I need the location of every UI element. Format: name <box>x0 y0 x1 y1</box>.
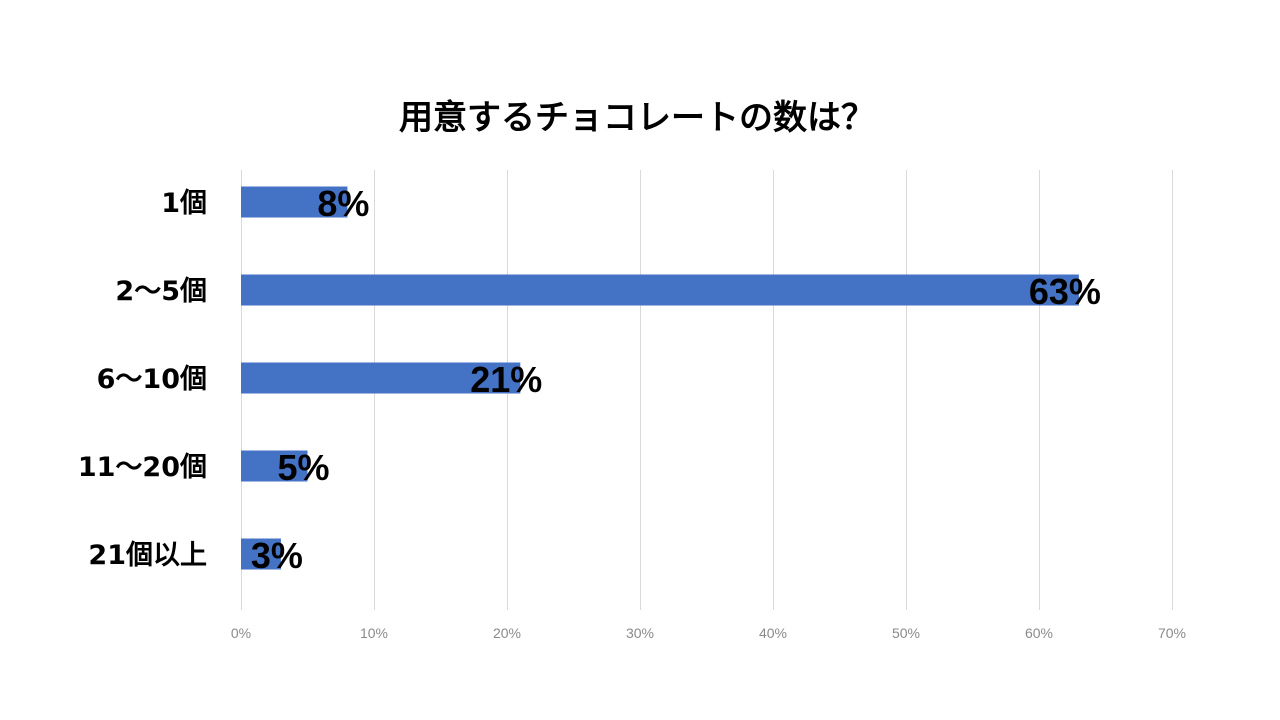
category-labels: 1個 2〜5個 6〜10個 11〜20個 21個以上 <box>78 188 207 571</box>
x-tick-label: 0% <box>231 625 251 641</box>
bar <box>241 274 1079 306</box>
x-tick-label: 30% <box>626 625 654 641</box>
data-label: 21% <box>470 359 542 400</box>
category-label: 21個以上 <box>88 540 207 571</box>
chart-title: 用意するチョコレートの数は？ <box>399 98 875 138</box>
x-tick-label: 40% <box>759 625 787 641</box>
category-label: 2〜5個 <box>115 276 207 307</box>
data-label: 63% <box>1029 271 1101 312</box>
x-tick-label: 10% <box>360 625 388 641</box>
x-axis-ticks: 0% 10% 20% 30% 40% 50% 60% 70% <box>231 625 1186 641</box>
bar <box>241 362 521 394</box>
category-label: 11〜20個 <box>78 452 207 483</box>
data-label: 8% <box>317 183 369 224</box>
x-tick-label: 70% <box>1158 625 1186 641</box>
data-label: 3% <box>251 535 303 576</box>
bar <box>241 186 348 218</box>
x-tick-label: 60% <box>1025 625 1053 641</box>
data-labels: 8% 63% 21% 5% 3% <box>251 183 1101 576</box>
bar <box>241 538 281 570</box>
category-label: 1個 <box>161 188 207 219</box>
x-tick-label: 20% <box>493 625 521 641</box>
bars <box>241 186 1079 570</box>
data-label: 5% <box>277 447 329 488</box>
category-label: 6〜10個 <box>97 364 207 395</box>
bar <box>241 450 308 482</box>
x-tick-label: 50% <box>892 625 920 641</box>
